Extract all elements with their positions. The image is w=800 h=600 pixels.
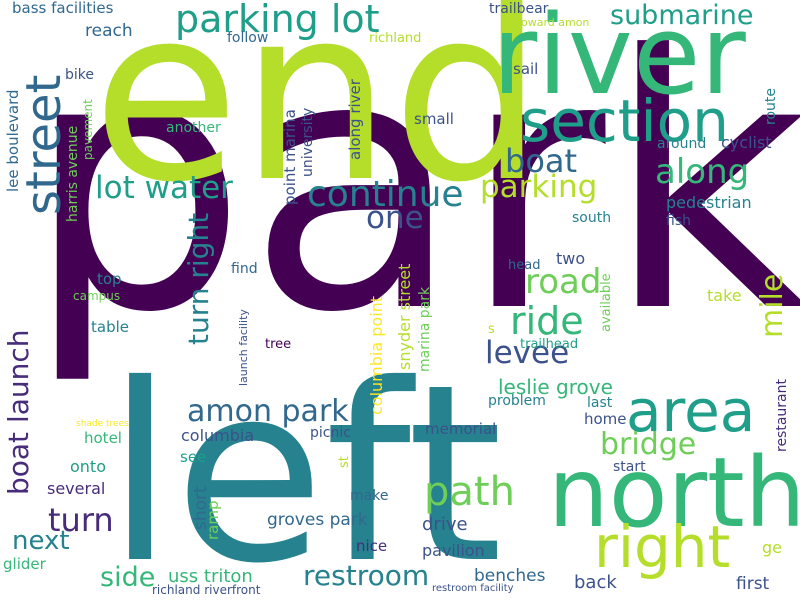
word-point-marina: point marina bbox=[281, 109, 299, 205]
word-head: head bbox=[508, 258, 541, 273]
word-onto: onto bbox=[70, 457, 106, 476]
word-mile: mile bbox=[755, 273, 790, 338]
word-continue: continue bbox=[307, 174, 464, 215]
word-home: home bbox=[584, 410, 627, 428]
word-last: last bbox=[587, 395, 613, 411]
word-turn-right: turn right bbox=[182, 212, 215, 345]
word-restroom-facility: restroom facility bbox=[432, 583, 514, 594]
word-one: one bbox=[366, 200, 424, 236]
word-make: make bbox=[350, 488, 389, 504]
word-hotel: hotel bbox=[84, 429, 122, 447]
word-sail: sail bbox=[513, 60, 539, 78]
word-boat: boat bbox=[505, 142, 578, 180]
word-reach: reach bbox=[85, 21, 133, 41]
word-follow: follow bbox=[227, 30, 269, 46]
word-problem: problem bbox=[488, 393, 546, 409]
word-south: south bbox=[572, 210, 612, 226]
word-area: area bbox=[626, 377, 756, 445]
word-pavilion: pavilion bbox=[422, 541, 485, 560]
word-lee-boulevard: lee boulevard bbox=[4, 89, 22, 193]
word-launch-facility: launch facility bbox=[237, 309, 250, 386]
word-glider: glider bbox=[3, 555, 46, 573]
word-trailhead: trailhead bbox=[520, 337, 579, 352]
word-ramp: ramp bbox=[204, 500, 222, 541]
word-columbia: columbia bbox=[181, 426, 255, 445]
word-around: around bbox=[657, 136, 707, 152]
word-two: two bbox=[556, 249, 586, 268]
word-another: another bbox=[166, 120, 221, 136]
word-amon-park: amon park bbox=[187, 394, 349, 429]
word-groves-park: groves park bbox=[267, 510, 368, 530]
word-harris-avenue: harris avenue bbox=[65, 125, 81, 222]
word-restroom: restroom bbox=[303, 559, 430, 592]
word-pavement: pavement bbox=[81, 99, 95, 160]
word-end: end bbox=[92, 0, 545, 235]
word-st: st bbox=[337, 456, 352, 468]
word-left: left bbox=[106, 332, 503, 600]
word-see: see bbox=[180, 448, 207, 466]
word-columbia-point: columbia point bbox=[367, 295, 386, 415]
word-drive: drive bbox=[422, 514, 468, 535]
word-route: route bbox=[763, 88, 779, 125]
word-back: back bbox=[574, 572, 617, 593]
word-restaurant: restaurant bbox=[774, 379, 790, 452]
word-s: s bbox=[488, 322, 495, 337]
word-parking-lot: parking lot bbox=[175, 0, 380, 41]
word-richland: richland bbox=[369, 31, 422, 46]
word-university: university bbox=[300, 107, 316, 177]
word-bridge: bridge bbox=[600, 427, 697, 462]
word-picnic: picnic bbox=[310, 425, 351, 441]
word-along: along bbox=[655, 152, 750, 192]
word-several: several bbox=[47, 479, 106, 498]
word-side: side bbox=[100, 562, 156, 593]
word-street: street bbox=[16, 74, 72, 215]
word-table: table bbox=[91, 318, 129, 336]
word-along-river: along river bbox=[346, 79, 364, 160]
word-lot-water: lot water bbox=[95, 170, 233, 206]
word-path: path bbox=[424, 469, 515, 515]
word-bike: bike bbox=[65, 67, 94, 83]
word-snyder-street: snyder street bbox=[395, 263, 414, 370]
word-parking: parking bbox=[480, 169, 598, 205]
word-first: first bbox=[736, 574, 770, 594]
word-benches: benches bbox=[474, 566, 546, 586]
word-shade-trees: shade trees bbox=[76, 419, 129, 429]
word-start: start bbox=[613, 459, 646, 475]
word-boat-launch: boat launch bbox=[2, 329, 35, 495]
word-richland-riverfront: richland riverfront bbox=[152, 583, 261, 597]
word-turn: turn bbox=[48, 501, 114, 539]
word-next: next bbox=[12, 526, 70, 556]
word-marina-park: marina park bbox=[417, 286, 433, 372]
word-levee: levee bbox=[485, 335, 570, 371]
word-trailbear: trailbear bbox=[489, 1, 549, 17]
word-submarine: submarine bbox=[610, 0, 754, 31]
word-small: small bbox=[414, 110, 454, 128]
word-take: take bbox=[707, 286, 742, 305]
word-memorial: memorial bbox=[425, 420, 497, 438]
word-campus: campus bbox=[73, 289, 121, 303]
word-park: park bbox=[25, 0, 800, 389]
word-ge: ge bbox=[762, 538, 782, 557]
word-top: top bbox=[97, 270, 122, 288]
word-road: road bbox=[525, 262, 602, 302]
word-river: river bbox=[492, 0, 746, 119]
word-fish: fish bbox=[666, 213, 691, 229]
word-leslie-grove: leslie grove bbox=[498, 375, 613, 399]
word-right: right bbox=[594, 513, 731, 581]
word-cyclist: cyclist bbox=[721, 133, 772, 152]
word-pedestrian: pedestrian bbox=[666, 193, 752, 212]
word-ride: ride bbox=[510, 299, 584, 343]
word-uss-triton: uss triton bbox=[168, 566, 253, 587]
word-section: section bbox=[520, 87, 729, 155]
word-available: available bbox=[599, 273, 614, 332]
word-north: north bbox=[548, 437, 800, 549]
word-find: find bbox=[231, 261, 258, 277]
word-tree: tree bbox=[265, 337, 292, 352]
word-howard-amon: howard amon bbox=[514, 16, 590, 29]
word-bass-facilities: bass facilities bbox=[12, 0, 114, 17]
word-nice: nice bbox=[356, 537, 388, 555]
